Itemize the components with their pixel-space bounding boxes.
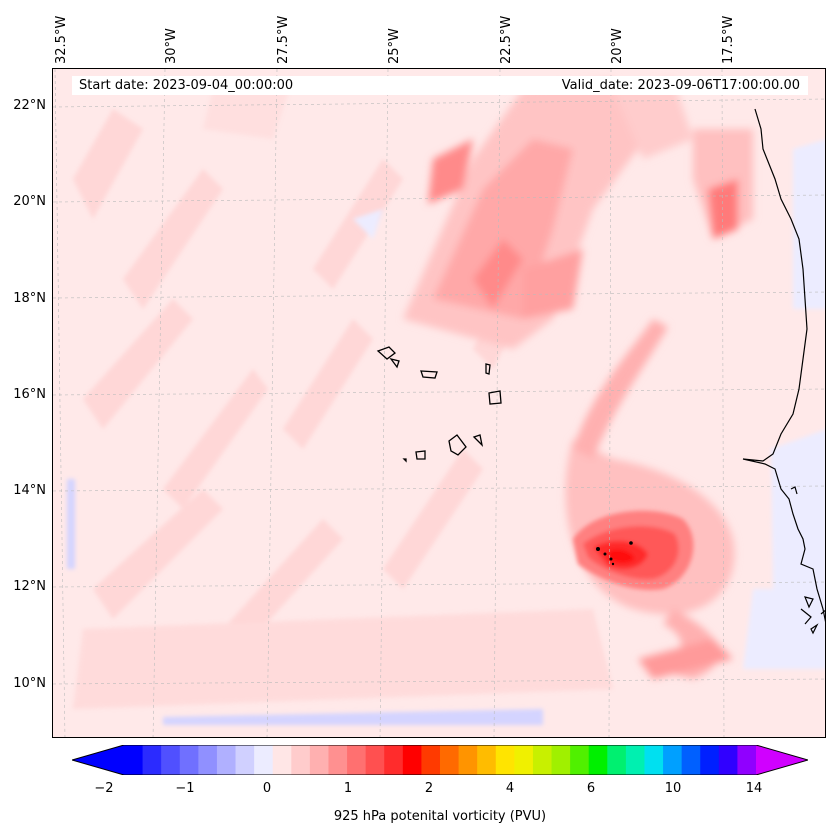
cyclone-core <box>573 510 694 590</box>
colorbar-swatch <box>570 745 590 775</box>
map-panel <box>52 68 826 738</box>
colorbar-swatch <box>347 745 367 775</box>
colorbar-swatch <box>365 745 385 775</box>
colorbar-swatch <box>588 745 608 775</box>
african-coastline <box>742 108 825 635</box>
colorbar-over-triangle <box>756 745 808 775</box>
colorbar-swatch <box>625 745 645 775</box>
negative-pv-areas <box>67 139 825 725</box>
colorbar-swatch <box>142 745 162 775</box>
lat-label-10n: 10°N <box>13 676 46 691</box>
colorbar <box>70 744 810 776</box>
colorbar-swatch <box>607 745 627 775</box>
cape-verde-islands <box>376 346 502 463</box>
lat-label-18n: 18°N <box>13 291 46 306</box>
colorbar-swatch <box>495 745 515 775</box>
lon-label-17-5w: 17.5°W <box>721 15 736 64</box>
colorbar-swatch <box>402 745 422 775</box>
cb-tick-6: 6 <box>586 781 596 796</box>
colorbar-swatch <box>718 745 738 775</box>
lon-label-32-5w: 32.5°W <box>54 15 69 64</box>
cb-tick-neg2: −2 <box>94 781 114 796</box>
colorbar-swatch <box>700 745 720 775</box>
potential-vorticity-field <box>53 69 825 737</box>
colorbar-swatch <box>124 745 144 775</box>
colorbar-swatch <box>179 745 199 775</box>
colorbar-swatch <box>309 745 329 775</box>
lon-label-22-5w: 22.5°W <box>499 15 514 64</box>
colorbar-swatch <box>216 745 237 775</box>
colorbar-swatch <box>477 745 497 775</box>
cb-tick-neg1: −1 <box>175 781 195 796</box>
colorbar-swatches <box>70 744 810 776</box>
graticule <box>53 69 825 737</box>
start-date-label: Start date: 2023-09-04_00:00:00 <box>79 78 294 93</box>
cb-tick-14: 14 <box>745 781 763 796</box>
lat-label-14n: 14°N <box>13 483 46 498</box>
lon-label-25w: 25°W <box>387 28 402 64</box>
colorbar-swatch <box>421 745 441 775</box>
colorbar-swatch <box>663 745 683 775</box>
colorbar-swatch <box>681 745 701 775</box>
cb-tick-10: 10 <box>664 781 682 796</box>
colorbar-swatch <box>532 745 553 775</box>
colorbar-swatch <box>235 745 255 775</box>
cb-tick-4: 4 <box>505 781 515 796</box>
lat-label-16n: 16°N <box>13 387 46 402</box>
lon-label-27-5w: 27.5°W <box>276 15 291 64</box>
lon-label-30w: 30°W <box>164 28 179 64</box>
lon-label-20w: 20°W <box>610 28 625 64</box>
bijagos-islands <box>596 541 633 566</box>
colorbar-swatch <box>644 745 664 775</box>
cb-tick-2: 2 <box>424 781 434 796</box>
cb-tick-0: 0 <box>262 781 272 796</box>
colorbar-swatch <box>272 745 292 775</box>
lat-label-20n: 20°N <box>13 194 46 209</box>
colorbar-swatch <box>328 745 348 775</box>
colorbar-swatch <box>198 745 218 775</box>
lat-label-22n: 22°N <box>13 98 46 113</box>
colorbar-swatch <box>440 745 460 775</box>
lat-label-12n: 12°N <box>13 579 46 594</box>
valid-date-label: Valid_date: 2023-09-06T17:00:00.00 <box>561 78 800 93</box>
northern-pv-plume <box>403 79 753 349</box>
colorbar-swatch <box>551 745 571 775</box>
colorbar-swatch <box>514 745 534 775</box>
colorbar-under-triangle <box>72 745 124 775</box>
colorbar-swatch <box>291 745 311 775</box>
colorbar-swatch <box>384 745 404 775</box>
colorbar-swatch <box>161 745 181 775</box>
colorbar-swatch <box>737 745 757 775</box>
colorbar-title: 925 hPa potenital vorticity (PVU) <box>333 809 547 824</box>
colorbar-swatch <box>458 745 478 775</box>
cb-tick-1: 1 <box>343 781 353 796</box>
colorbar-swatch <box>254 745 274 775</box>
date-header: Start date: 2023-09-04_00:00:00 Valid_da… <box>72 76 808 95</box>
